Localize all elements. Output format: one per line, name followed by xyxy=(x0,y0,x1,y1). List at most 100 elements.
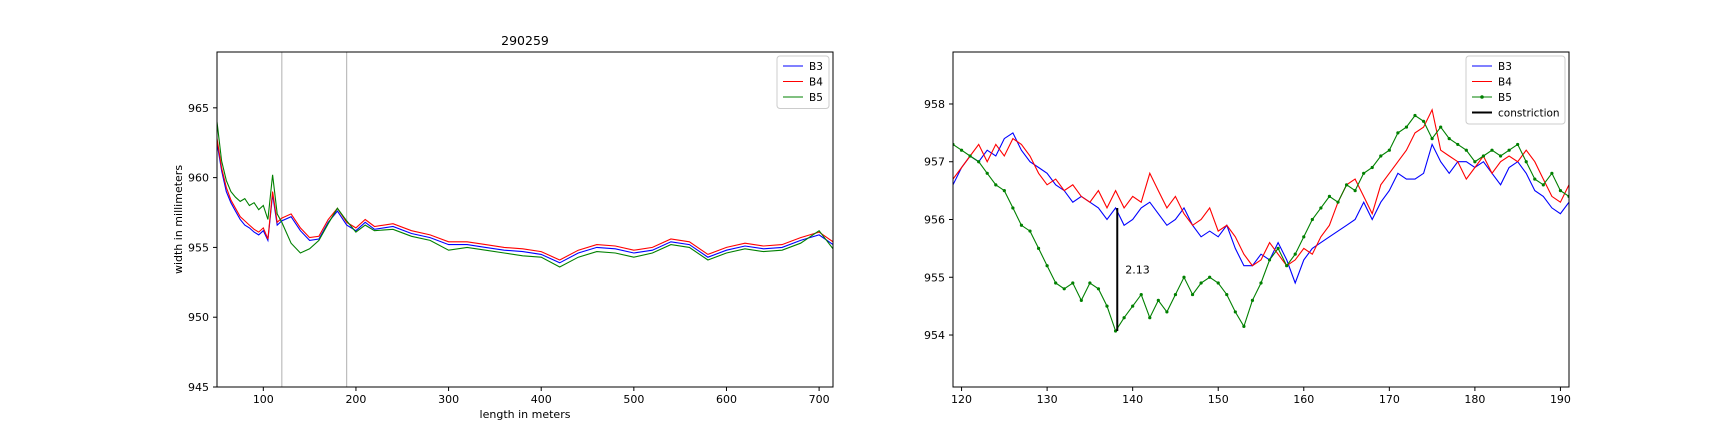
y-tick-label: 954 xyxy=(924,329,945,342)
series-point-b5 xyxy=(1302,235,1306,239)
series-point-b5 xyxy=(1276,246,1280,250)
x-tick-label: 120 xyxy=(951,393,972,406)
y-tick-label: 955 xyxy=(188,241,209,254)
legend: B3 B4 B5 xyxy=(776,55,830,109)
series-point-b5 xyxy=(1002,189,1006,193)
series-point-b5 xyxy=(1421,119,1426,123)
y-tick-label: 960 xyxy=(188,172,209,185)
series-point-b5 xyxy=(1054,281,1058,285)
series-point-b5 xyxy=(1036,246,1041,250)
series-point-b5 xyxy=(1413,113,1417,118)
series-point-b5 xyxy=(1182,275,1186,279)
legend-label-b3: B3 xyxy=(809,61,823,73)
x-axis-label: length in meters xyxy=(480,408,571,421)
x-tick-label: 500 xyxy=(623,393,644,406)
y-tick-label: 965 xyxy=(188,102,209,115)
series-point-b5 xyxy=(1011,206,1015,210)
chart-panel-1: 100 200 300 400 500 600 700 945 950 955 960 965 2902… xyxy=(172,33,834,421)
series-point-b5 xyxy=(1259,281,1263,285)
series-point-b5 xyxy=(1558,189,1563,193)
series-point-b5 xyxy=(985,171,989,175)
y-tick-label: 957 xyxy=(924,156,945,169)
series-point-b5 xyxy=(1131,304,1135,308)
series-point-b5 xyxy=(1439,125,1443,129)
series-point-b5 xyxy=(1139,292,1143,297)
x-tick-label: 700 xyxy=(809,393,830,406)
x-tick-label: 300 xyxy=(438,393,459,406)
legend-label-b4: B4 xyxy=(809,77,823,89)
series-point-b5 xyxy=(1447,137,1451,141)
series-point-b5 xyxy=(1541,183,1545,187)
legend-box xyxy=(776,55,830,109)
series-point-b5 xyxy=(1498,154,1503,158)
series-point-b5 xyxy=(1199,281,1203,285)
y-tick-label: 955 xyxy=(924,271,945,284)
series-point-b5 xyxy=(1088,281,1092,285)
series-point-b5 xyxy=(1344,183,1349,187)
series-point-b5 xyxy=(1079,298,1083,302)
series-point-b5 xyxy=(1105,304,1109,308)
legend-label-b3: B3 xyxy=(1498,61,1512,73)
legend-label-b4: B4 xyxy=(1498,77,1512,89)
series-point-b5 xyxy=(1533,177,1537,181)
series-point-b5 xyxy=(1190,292,1195,297)
y-tick-label: 950 xyxy=(188,311,209,324)
series-point-b5 xyxy=(1242,324,1246,328)
series-point-b5 xyxy=(1404,125,1409,129)
series-point-b5 xyxy=(1336,200,1340,204)
series-point-b5 xyxy=(1362,171,1366,175)
series-point-b5 xyxy=(1122,316,1126,320)
series-point-b5 xyxy=(1165,310,1169,314)
axes-frame xyxy=(216,51,834,388)
x-tick-label: 600 xyxy=(716,393,737,406)
series-point-b5 xyxy=(1208,275,1212,279)
series-point-b5 xyxy=(977,160,981,164)
series-point-b5 xyxy=(1430,137,1434,141)
x-tick-label: 160 xyxy=(1293,393,1314,406)
x-tick-label: 150 xyxy=(1208,393,1229,406)
y-tick-label: 958 xyxy=(924,98,945,111)
series-point-b5 xyxy=(1319,206,1323,210)
series-line-b4 xyxy=(953,108,1569,267)
series-line-b3 xyxy=(953,132,1569,285)
series-point-b5 xyxy=(1481,154,1486,158)
x-tick-label: 130 xyxy=(1037,393,1058,406)
chart-panel-2: 2.13 120 130 140 150 160 170 180 190 954 955 956 957… xyxy=(924,51,1571,406)
series-point-b5 xyxy=(1096,287,1101,291)
series-point-b5 xyxy=(1524,160,1528,164)
series-point-b5 xyxy=(1293,252,1297,256)
legend-box xyxy=(1465,55,1566,125)
series-point-b5 xyxy=(1456,142,1460,147)
series-point-b5 xyxy=(1379,154,1383,158)
legend-label-constriction: constriction xyxy=(1498,108,1560,120)
series-point-b5 xyxy=(1353,189,1357,193)
series-point-b5 xyxy=(1370,165,1374,170)
series-point-b5 xyxy=(968,154,972,158)
y-axis-label: width in millimeters xyxy=(172,165,185,274)
series-line-b5 xyxy=(953,114,1569,333)
legend-label-b5: B5 xyxy=(1498,92,1512,104)
series-point-b5 xyxy=(1310,217,1314,222)
constriction-label: 2.13 xyxy=(1125,263,1150,276)
series-point-b5 xyxy=(1148,316,1152,320)
series-point-b5 xyxy=(1028,229,1032,233)
series-line-b4 xyxy=(217,138,833,261)
y-tick-label: 945 xyxy=(188,381,209,394)
series-point-b5 xyxy=(1019,223,1024,227)
plot-area xyxy=(217,121,833,268)
series-line-b3 xyxy=(217,142,833,264)
x-tick-label: 100 xyxy=(253,393,274,406)
series-point-b5 xyxy=(1507,148,1511,152)
series-point-b5 xyxy=(1156,298,1160,302)
series-point-b5 xyxy=(1550,171,1554,175)
series-point-b5 xyxy=(1071,281,1075,285)
legend-marker-b5 xyxy=(1480,95,1484,99)
series-line-b5 xyxy=(217,121,833,268)
x-tick-label: 190 xyxy=(1550,393,1571,406)
series-point-b5 xyxy=(1267,258,1272,262)
legend: B3 B4 B5 constriction xyxy=(1465,55,1566,125)
series-point-b5 xyxy=(1250,298,1255,302)
series-point-b5 xyxy=(1216,281,1220,285)
series-point-b5 xyxy=(1045,264,1049,268)
